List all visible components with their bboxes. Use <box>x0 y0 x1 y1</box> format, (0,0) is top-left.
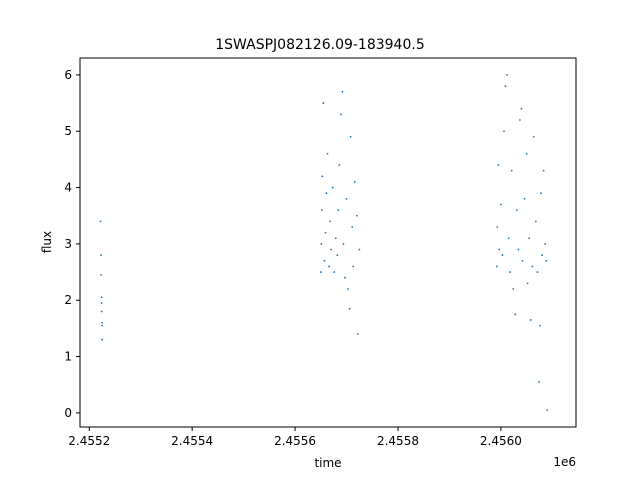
x-tick-label: 2.4552 <box>68 434 110 448</box>
data-point <box>512 288 515 290</box>
data-point <box>329 220 331 223</box>
data-point <box>347 288 349 290</box>
data-point <box>322 102 325 104</box>
data-point <box>510 169 513 172</box>
chart-title: 1SWASPJ082126.09-183940.5 <box>215 37 424 53</box>
y-tick-label: 3 <box>64 237 72 251</box>
data-point <box>342 243 345 245</box>
data-point <box>321 175 324 178</box>
data-point <box>509 271 512 273</box>
data-point <box>519 119 521 121</box>
data-point <box>506 74 508 76</box>
data-point <box>345 197 348 200</box>
data-point <box>531 265 534 268</box>
data-point <box>341 90 344 93</box>
data-points <box>99 74 549 411</box>
data-point <box>540 192 542 195</box>
data-point <box>339 113 342 116</box>
y-tick-label: 1 <box>64 350 72 364</box>
data-point <box>100 296 103 299</box>
x-axis-offset-label: 1e6 <box>553 455 576 469</box>
x-tick-label: 2.4558 <box>377 434 419 448</box>
data-point <box>320 209 323 212</box>
data-point <box>328 265 330 268</box>
data-point <box>542 169 545 172</box>
data-point <box>546 409 549 411</box>
data-point <box>337 209 340 212</box>
data-point <box>545 259 548 262</box>
data-point <box>100 310 103 313</box>
x-tick-label: 2.4556 <box>274 434 316 448</box>
y-tick-label: 0 <box>64 406 72 420</box>
data-point <box>539 324 541 327</box>
y-tick-label: 2 <box>64 293 72 307</box>
x-axis-ticks: 2.4552 2.4554 2.4556 2.4558 2.4560 <box>68 427 522 448</box>
data-point <box>324 231 327 234</box>
data-point <box>352 265 355 268</box>
data-point <box>526 282 529 285</box>
y-axis-label: flux <box>40 231 54 253</box>
data-point <box>503 130 505 133</box>
data-point <box>351 226 354 228</box>
data-point <box>355 214 358 217</box>
data-point <box>532 135 535 138</box>
data-point <box>323 259 326 262</box>
data-point <box>320 243 323 245</box>
data-point <box>333 271 336 273</box>
data-point <box>536 271 539 273</box>
data-point <box>529 319 532 321</box>
data-point <box>515 209 518 212</box>
data-point <box>534 220 537 223</box>
data-point <box>336 254 339 257</box>
data-point <box>498 248 501 251</box>
y-tick-label: 5 <box>64 124 72 138</box>
data-point <box>538 381 540 383</box>
plot-frame <box>79 57 577 428</box>
data-point <box>353 181 356 183</box>
y-axis-ticks: 0 1 2 3 4 5 6 <box>64 68 80 420</box>
data-point <box>349 135 352 138</box>
data-point <box>325 192 328 195</box>
data-point <box>541 254 543 257</box>
data-point <box>101 324 104 327</box>
data-point <box>358 248 361 251</box>
data-point <box>330 248 332 251</box>
data-point <box>356 333 359 335</box>
x-tick-label: 2.4554 <box>171 434 213 448</box>
x-axis-label: time <box>314 456 341 470</box>
data-point <box>501 254 504 257</box>
data-point <box>523 197 526 200</box>
data-point <box>528 237 531 240</box>
data-point <box>100 273 102 276</box>
data-point <box>521 259 524 262</box>
data-point <box>348 307 351 310</box>
data-point <box>525 152 528 155</box>
data-point <box>99 220 102 223</box>
data-point <box>319 271 322 273</box>
data-point <box>338 164 341 166</box>
data-point <box>495 265 498 268</box>
data-point <box>100 254 102 257</box>
data-point <box>101 338 104 341</box>
y-tick-label: 6 <box>64 68 72 82</box>
data-point <box>334 237 337 240</box>
data-point <box>544 243 547 245</box>
data-point <box>517 248 520 251</box>
data-point <box>497 164 500 166</box>
data-point <box>344 276 346 279</box>
data-point <box>514 313 517 316</box>
data-point <box>496 226 499 228</box>
y-tick-label: 4 <box>64 181 72 195</box>
x-tick-label: 2.4560 <box>480 434 522 448</box>
data-point <box>507 237 510 240</box>
data-point <box>504 85 507 88</box>
data-point <box>331 186 334 189</box>
data-point <box>520 107 523 110</box>
data-point <box>499 203 502 206</box>
data-point <box>326 152 329 155</box>
data-point <box>100 302 103 304</box>
data-point <box>101 321 104 324</box>
